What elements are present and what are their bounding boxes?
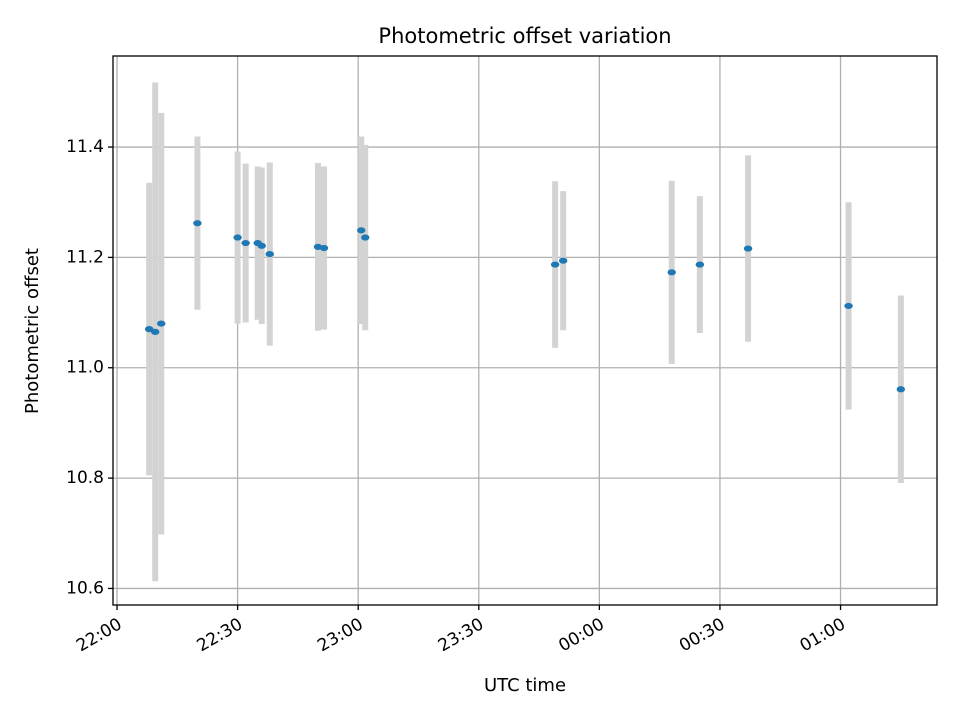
x-axis-label: UTC time	[484, 675, 566, 696]
data-point	[667, 269, 676, 276]
data-point	[193, 220, 202, 227]
data-point	[319, 244, 329, 252]
data-point	[896, 386, 906, 393]
y-axis-label: Photometric offset	[22, 248, 43, 414]
data-point	[558, 257, 568, 264]
data-point	[157, 320, 166, 327]
chart-title: Photometric offset variation	[378, 24, 671, 48]
y-tick-label: 11.2	[66, 247, 104, 267]
data-point	[265, 250, 274, 258]
grid	[113, 56, 937, 605]
y-axis-ticks: 10.6 10.8 11.0 11.2 11.4	[66, 137, 113, 598]
data-points	[144, 220, 906, 393]
data-point	[257, 242, 266, 249]
y-tick-label: 11.0	[66, 358, 104, 378]
data-point	[233, 234, 242, 241]
data-point	[144, 326, 154, 333]
data-point	[550, 261, 560, 268]
data-point	[361, 234, 370, 241]
data-point	[743, 245, 753, 252]
y-tick-label: 11.4	[66, 137, 104, 157]
data-point	[844, 302, 853, 310]
data-point	[695, 261, 705, 268]
y-tick-label: 10.6	[66, 578, 104, 598]
y-tick-label: 10.8	[66, 468, 104, 488]
data-point	[357, 227, 366, 234]
plot-area-frame	[112, 55, 938, 606]
data-point	[241, 239, 250, 247]
data-point	[151, 328, 160, 335]
